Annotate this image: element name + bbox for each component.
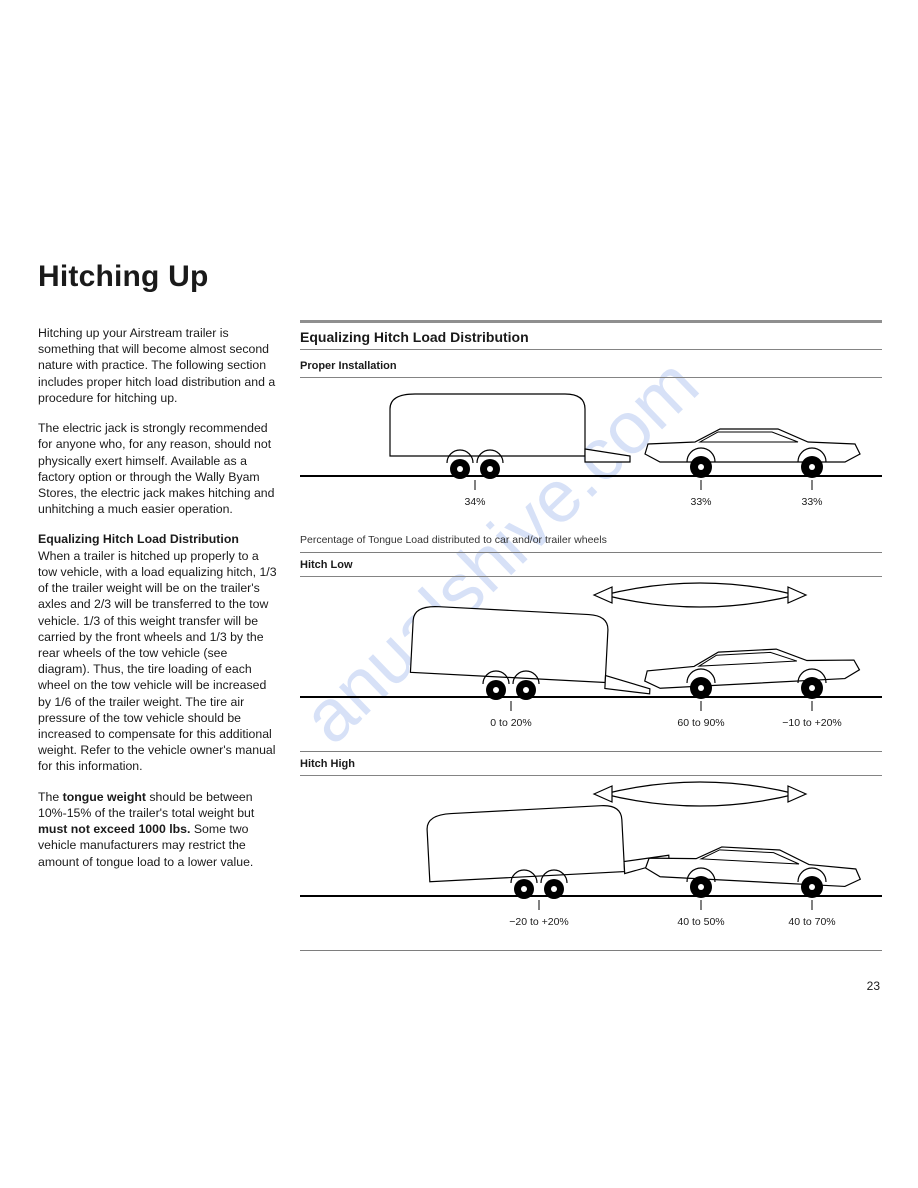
pct-high-rear: 40 to 50%	[677, 916, 724, 928]
pct-row-proper: 34% 33% 33%	[300, 496, 882, 524]
sway-arrow-high	[590, 776, 810, 812]
pct-high-trailer: −20 to +20%	[509, 916, 569, 928]
pct-proper-trailer: 34%	[464, 496, 485, 508]
sub-low: Hitch Low	[300, 553, 882, 577]
sub-high: Hitch High	[300, 752, 882, 776]
pct-proper-rear: 33%	[690, 496, 711, 508]
pct-low-rear: 60 to 90%	[677, 717, 724, 729]
page-title: Hitching Up	[38, 260, 209, 294]
diagram-low	[300, 583, 882, 717]
sub-proper: Proper Installation	[300, 354, 882, 378]
diagram-proper	[300, 384, 882, 496]
left-column: Hitching up your Airstream trailer is so…	[38, 325, 278, 884]
pct-proper-front: 33%	[801, 496, 822, 508]
pct-high-front: 40 to 70%	[788, 916, 835, 928]
page: anualshive.com Hitching Up Hitching up y…	[0, 0, 918, 1188]
pct-row-low: 0 to 20% 60 to 90% −10 to +20%	[300, 717, 882, 745]
p4-bold-2: must not exceed 1000 lbs.	[38, 822, 190, 836]
p4-a: The	[38, 790, 63, 804]
diagram-proper-svg	[300, 384, 882, 496]
diagram-title: Equalizing Hitch Load Distribution	[300, 320, 882, 350]
left-subhead: Equalizing Hitch Load Distribution	[38, 531, 278, 547]
intro-para-2: The electric jack is strongly recommende…	[38, 420, 278, 517]
intro-para-1: Hitching up your Airstream trailer is so…	[38, 325, 278, 406]
pct-row-high: −20 to +20% 40 to 50% 40 to 70%	[300, 916, 882, 944]
intro-para-3: When a trailer is hitched up properly to…	[38, 548, 278, 775]
intro-para-4: The tongue weight should be between 10%-…	[38, 789, 278, 870]
divider-3	[300, 950, 882, 951]
pct-low-trailer: 0 to 20%	[490, 717, 531, 729]
right-column: Equalizing Hitch Load Distribution Prope…	[300, 320, 882, 951]
p4-bold-1: tongue weight	[63, 790, 146, 804]
diagram-high	[300, 782, 882, 916]
sway-arrow-low	[590, 577, 810, 613]
page-number: 23	[867, 979, 880, 993]
pct-low-front: −10 to +20%	[782, 717, 842, 729]
caption: Percentage of Tongue Load distributed to…	[300, 534, 882, 546]
